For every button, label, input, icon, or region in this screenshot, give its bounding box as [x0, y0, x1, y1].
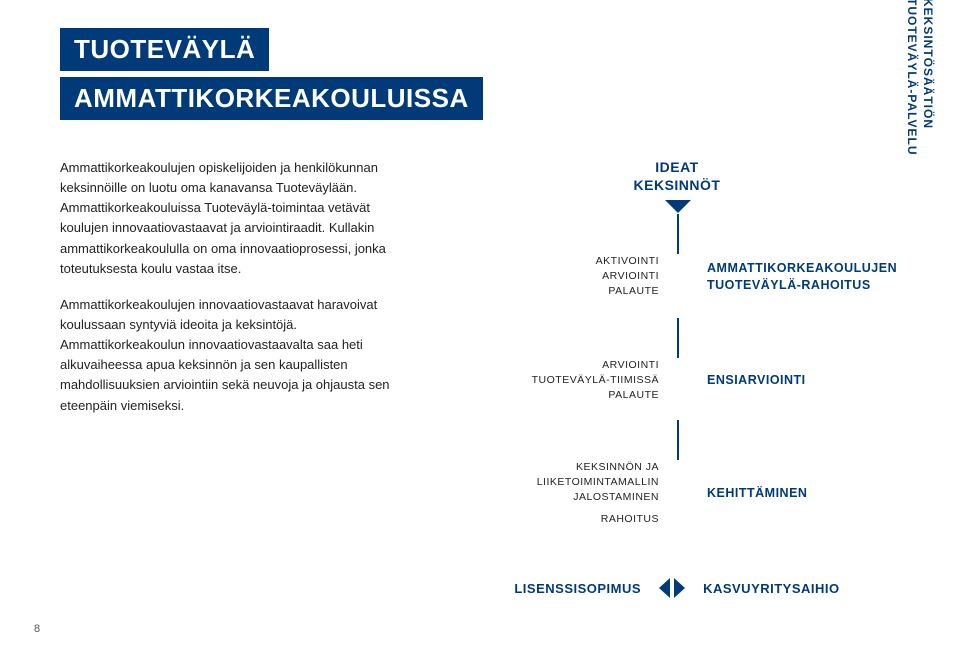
- body-text-column: Ammattikorkeakoulujen opiskelijoiden ja …: [60, 158, 420, 578]
- stage3-right-1: KEHITTÄMINEN: [707, 485, 902, 502]
- stage3-l2: LIIKETOIMINTAMALLIN: [452, 475, 659, 490]
- page: TUOTEVÄYLÄ AMMATTIKORKEAKOULUISSA Ammatt…: [0, 0, 959, 661]
- stage-1-right: AMMATTIKORKEAKOULUJEN TUOTEVÄYLÄ-RAHOITU…: [677, 260, 902, 294]
- page-number: 8: [34, 623, 40, 635]
- body-paragraph-2: Ammattikorkeakoulujen innovaatiovastaava…: [60, 295, 420, 416]
- arrow-left-icon: [659, 578, 670, 598]
- stage3-l1: KEKSINNÖN JA: [452, 460, 659, 475]
- stage1-arviointi: ARVIOINTI: [452, 269, 659, 284]
- stage2-palaute: PALAUTE: [452, 388, 659, 403]
- stage-1: AKTIVOINTI ARVIOINTI PALAUTE AMMATTIKORK…: [452, 254, 902, 300]
- split-arrows: [659, 578, 685, 598]
- bottom-left-label: LISENSSISOPIMUS: [514, 581, 641, 596]
- head-keksinnot: KEKSINNÖT: [452, 176, 902, 194]
- stage-2: ARVIOINTI TUOTEVÄYLÄ-TIIMISSÄ PALAUTE EN…: [452, 358, 902, 404]
- arrow-down-icon: [665, 200, 691, 213]
- side-line-1: KEKSINTÖSÄÄTIÖN: [919, 0, 935, 278]
- stage3-rahoitus: RAHOITUS: [452, 512, 659, 527]
- flow-line: [677, 318, 679, 358]
- stage-3-right: KEHITTÄMINEN: [677, 485, 902, 502]
- stage2-arviointi: ARVIOINTI: [452, 358, 659, 373]
- flow-line: [677, 214, 679, 254]
- title-line-1: TUOTEVÄYLÄ: [60, 28, 269, 71]
- stage2-tiimi: TUOTEVÄYLÄ-TIIMISSÄ: [452, 373, 659, 388]
- stage1-aktivointi: AKTIVOINTI: [452, 254, 659, 269]
- stage2-right-1: ENSIARVIOINTI: [707, 372, 902, 389]
- stage1-right-2: TUOTEVÄYLÄ-RAHOITUS: [707, 277, 902, 294]
- bottom-split: LISENSSISOPIMUS KASVUYRITYSAIHIO: [452, 578, 902, 598]
- stage-3: KEKSINNÖN JA LIIKETOIMINTAMALLIN JALOSTA…: [452, 460, 902, 527]
- head-ideat: IDEAT: [452, 158, 902, 176]
- stage1-right-1: AMMATTIKORKEAKOULUJEN: [707, 260, 902, 277]
- content-columns: Ammattikorkeakoulujen opiskelijoiden ja …: [60, 158, 919, 578]
- stage-1-left: AKTIVOINTI ARVIOINTI PALAUTE: [452, 254, 677, 300]
- arrow-right-icon: [674, 578, 685, 598]
- title-line-2: AMMATTIKORKEAKOULUISSA: [60, 77, 483, 120]
- stage-2-left: ARVIOINTI TUOTEVÄYLÄ-TIIMISSÄ PALAUTE: [452, 358, 677, 404]
- side-line-2: TUOTEVÄYLÄ-PALVELU: [904, 0, 920, 278]
- stage1-palaute: PALAUTE: [452, 284, 659, 299]
- title-block: TUOTEVÄYLÄ AMMATTIKORKEAKOULUISSA: [60, 28, 919, 126]
- bottom-right-label: KASVUYRITYSAIHIO: [703, 581, 840, 596]
- diagram-head: IDEAT KEKSINNÖT: [452, 158, 902, 194]
- side-vertical-label: KEKSINTÖSÄÄTIÖN TUOTEVÄYLÄ-PALVELU: [904, 0, 935, 278]
- stage3-l3: JALOSTAMINEN: [452, 490, 659, 505]
- flow-line: [677, 420, 679, 460]
- stage-3-left: KEKSINNÖN JA LIIKETOIMINTAMALLIN JALOSTA…: [452, 460, 677, 527]
- body-paragraph-1: Ammattikorkeakoulujen opiskelijoiden ja …: [60, 158, 420, 279]
- stage-2-right: ENSIARVIOINTI: [677, 372, 902, 389]
- process-diagram: IDEAT KEKSINNÖT AKTIVOINTI ARVIOINTI PAL…: [452, 158, 919, 578]
